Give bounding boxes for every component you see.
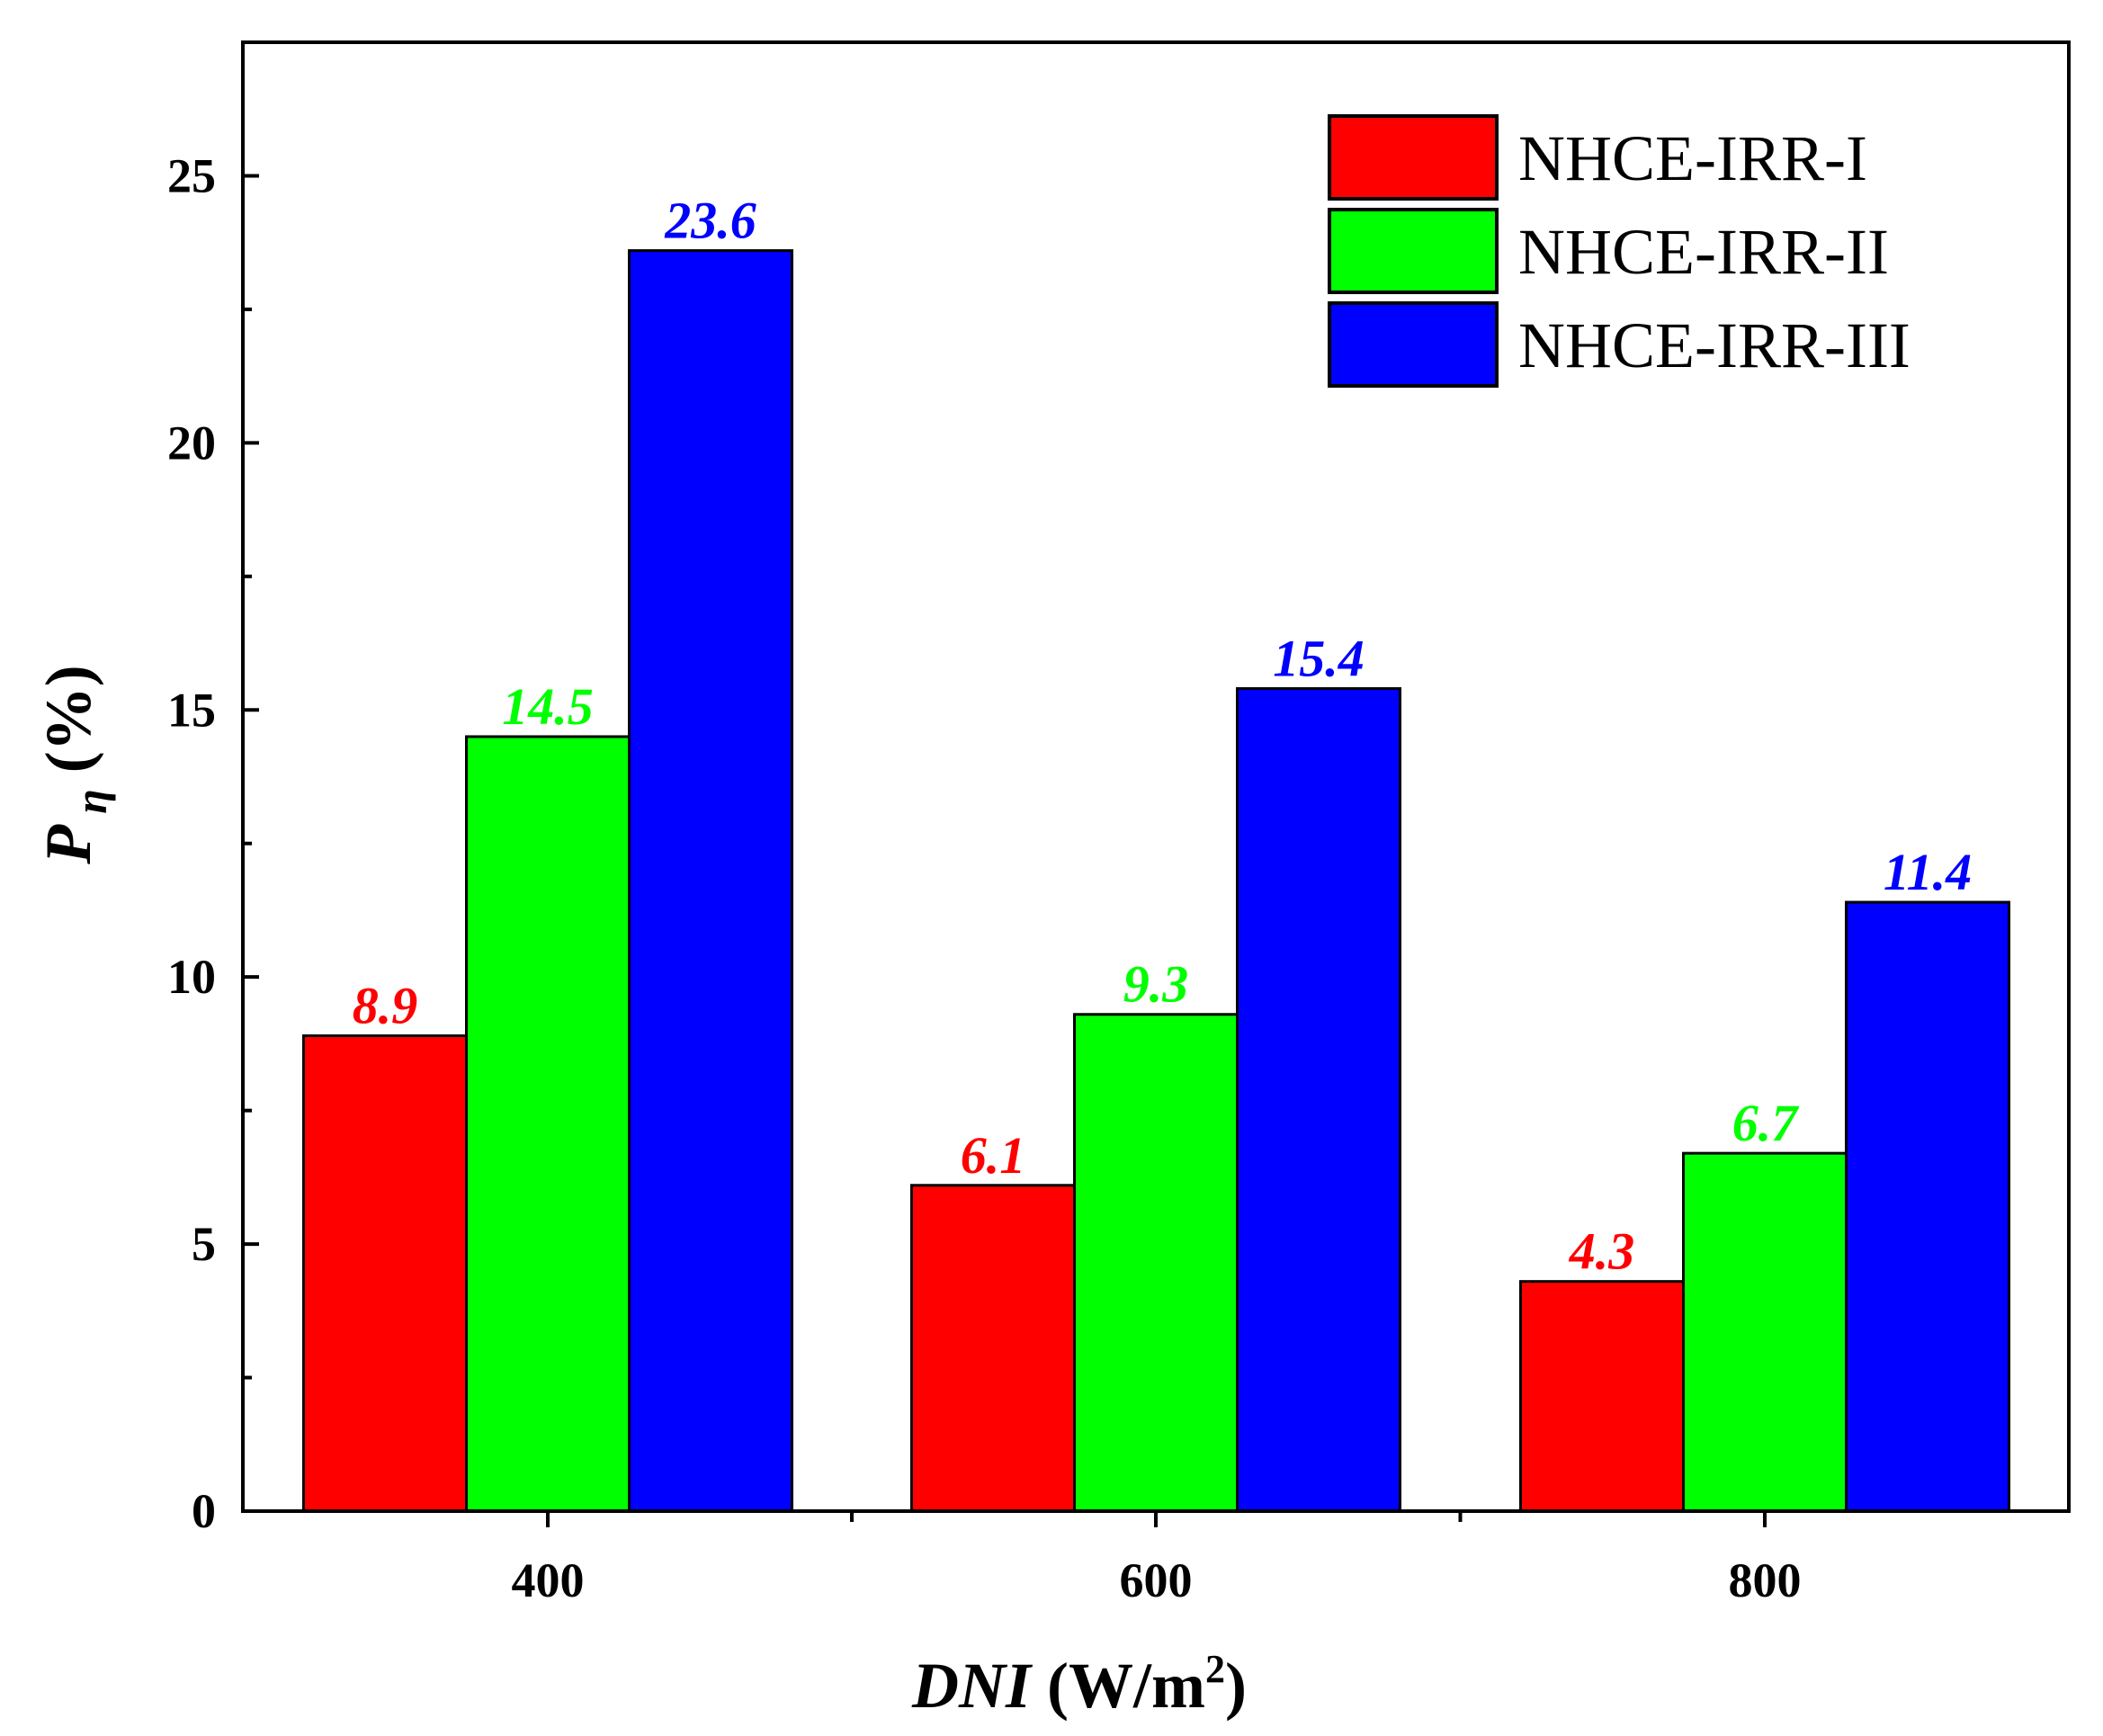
data-label-nhce-irr-ii-800: 6.7 <box>1732 1094 1800 1152</box>
data-label-nhce-irr-iii-600: 15.4 <box>1273 630 1365 688</box>
data-label-nhce-irr-i-600: 6.1 <box>961 1126 1026 1185</box>
bar-nhce-irr-ii-600 <box>1073 1013 1239 1513</box>
y-axis-title-unit: (%) <box>32 665 104 789</box>
bar-nhce-irr-iii-800 <box>1845 900 2010 1513</box>
y-tick-label-25: 25 <box>167 148 216 202</box>
data-label-nhce-irr-ii-600: 9.3 <box>1123 955 1189 1014</box>
bar-nhce-irr-ii-400 <box>465 735 631 1513</box>
y-axis-title: Pη (%) <box>32 665 116 864</box>
data-label-nhce-irr-iii-800: 11.4 <box>1884 843 1972 901</box>
x-axis-title-italic: DNI <box>911 1650 1034 1722</box>
y-tick-label-10: 10 <box>167 950 216 1004</box>
legend-swatch-nhce-irr-ii <box>1328 208 1499 294</box>
bar-nhce-irr-iii-400 <box>628 249 793 1513</box>
y-tick-label-15: 15 <box>167 683 216 737</box>
bar-nhce-irr-i-800 <box>1519 1280 1685 1513</box>
legend-swatch-nhce-irr-i <box>1328 114 1499 201</box>
legend: NHCE-IRR-I NHCE-IRR-II NHCE-IRR-III <box>1328 114 1911 388</box>
x-axis-title-sup: 2 <box>1205 1647 1225 1691</box>
x-tick-label-600: 600 <box>1120 1553 1193 1607</box>
data-labels-layer: 8.9 6.1 4.3 14.5 9.3 6.7 23.6 15.4 11.4 <box>353 192 1972 1281</box>
y-axis-title-main: P <box>32 824 104 865</box>
data-label-nhce-irr-i-400: 8.9 <box>353 977 418 1035</box>
data-label-nhce-irr-ii-400: 14.5 <box>502 677 594 736</box>
y-tick-label-5: 5 <box>192 1217 216 1271</box>
data-label-nhce-irr-i-800: 4.3 <box>1569 1222 1635 1281</box>
x-axis-title-close: ) <box>1225 1650 1247 1722</box>
bars-layer <box>302 249 2010 1513</box>
y-axis-title-sub: η <box>66 789 116 813</box>
bar-nhce-irr-iii-600 <box>1236 687 1401 1513</box>
axes-layer: 0 5 10 15 20 25 400 600 800 <box>167 40 2071 1607</box>
bar-nhce-irr-ii-800 <box>1682 1151 1848 1513</box>
legend-label-nhce-irr-i: NHCE-IRR-I <box>1518 122 1867 194</box>
legend-swatch-nhce-irr-iii <box>1328 301 1499 388</box>
bar-nhce-irr-i-600 <box>910 1184 1076 1513</box>
bar-nhce-irr-i-400 <box>302 1034 468 1513</box>
legend-label-nhce-irr-ii: NHCE-IRR-II <box>1518 216 1889 288</box>
y-tick-label-0: 0 <box>192 1484 216 1538</box>
data-label-nhce-irr-iii-400: 23.6 <box>664 192 756 250</box>
x-axis-title-unit: (W/m <box>1031 1650 1205 1722</box>
x-tick-label-800: 800 <box>1729 1553 1802 1607</box>
x-axis-title: DNI (W/m2) <box>911 1647 1247 1722</box>
x-tick-label-400: 400 <box>512 1553 585 1607</box>
legend-label-nhce-irr-iii: NHCE-IRR-III <box>1518 309 1911 381</box>
y-tick-label-20: 20 <box>167 416 216 470</box>
